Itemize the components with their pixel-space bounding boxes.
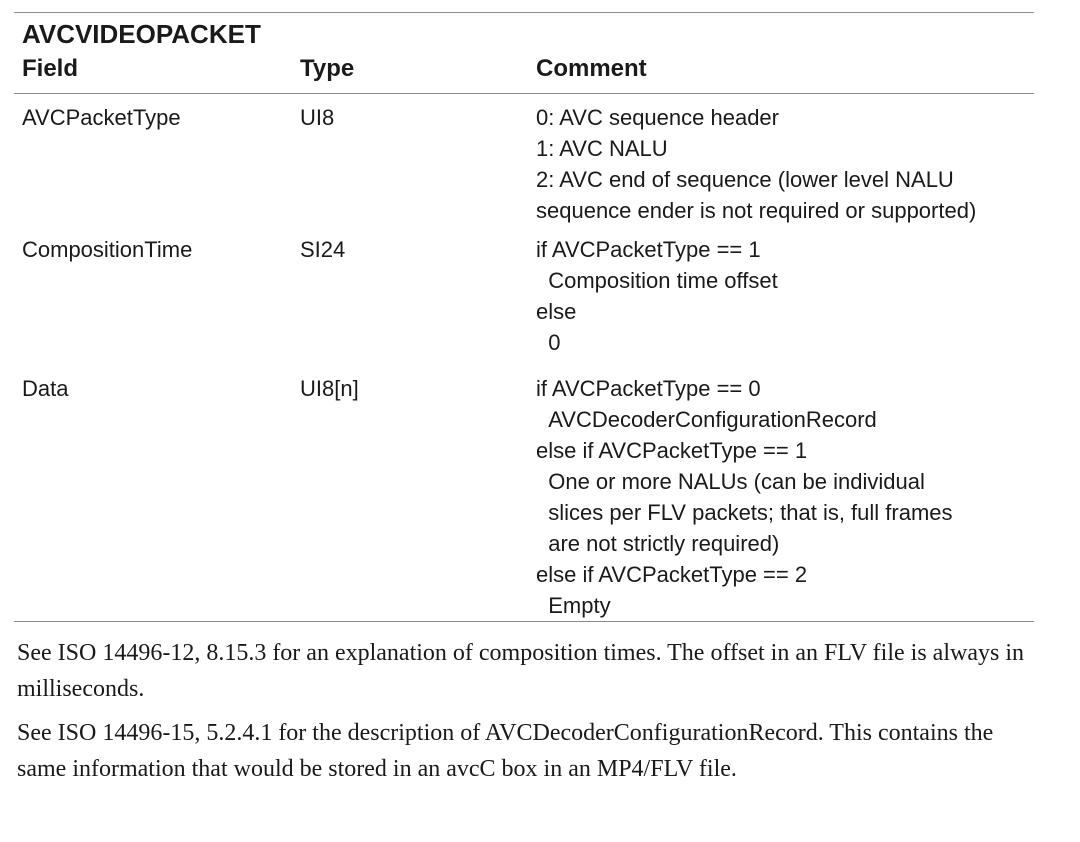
- header-field: Field: [14, 55, 292, 94]
- type-cell: UI8: [300, 105, 335, 130]
- avc-video-packet-spec: AVCVIDEOPACKET Field Type Comment AVCPac…: [14, 12, 1034, 787]
- composition-time-note: See ISO 14496-12, 8.15.3 for an explanat…: [17, 640, 1024, 702]
- field-cell: AVCPacketType: [22, 105, 181, 130]
- type-cell: SI24: [300, 237, 346, 262]
- decoder-config-note: See ISO 14496-15, 5.2.4.1 for the descri…: [17, 720, 994, 782]
- header-type: Type: [292, 55, 528, 94]
- field-cell: Data: [22, 376, 69, 401]
- comment-cell: 0: AVC sequence header 1: AVC NALU 2: AV…: [536, 105, 977, 223]
- table-bottom-rule: [14, 621, 1034, 622]
- table-row: CompositionTime SI24 if AVCPacketType ==…: [14, 226, 1034, 365]
- table-row: Data UI8[n] if AVCPacketType == 0 AVCDec…: [14, 365, 1034, 621]
- field-cell: CompositionTime: [22, 237, 193, 262]
- table-row: AVCPacketType UI8 0: AVC sequence header…: [14, 94, 1034, 227]
- type-cell: UI8[n]: [300, 376, 359, 401]
- table-title: AVCVIDEOPACKET: [22, 19, 261, 49]
- table-body: AVCPacketType UI8 0: AVC sequence header…: [14, 94, 1034, 622]
- comment-cell: if AVCPacketType == 1 Composition time o…: [536, 237, 778, 355]
- comment-cell: if AVCPacketType == 0 AVCDecoderConfigur…: [536, 376, 953, 618]
- field-table: Field Type Comment AVCPacketType UI8 0: …: [14, 55, 1034, 621]
- header-row: Field Type Comment: [14, 55, 1034, 94]
- table-header: Field Type Comment: [14, 55, 1034, 94]
- header-comment: Comment: [528, 55, 1034, 94]
- table-top-rule: [14, 12, 1034, 13]
